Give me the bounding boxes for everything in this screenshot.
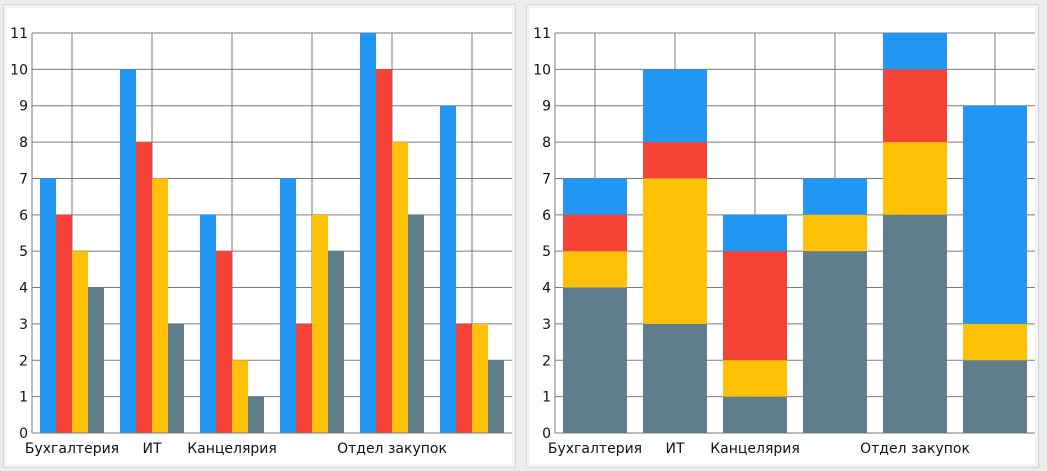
x-tick-label: Канцелярия <box>710 441 800 457</box>
x-tick-label: ИТ <box>142 441 161 457</box>
y-tick-label: 0 <box>19 426 28 442</box>
y-tick-label: 8 <box>19 135 28 151</box>
bar <box>883 214 947 433</box>
overlapped-bar-chart-panel: 0 1 2 3 4 5 6 7 8 9 10 11 Бухгалтерия ИТ Канцелярия Отд… <box>526 4 1039 468</box>
bar <box>200 214 216 433</box>
y-tick-label: 8 <box>542 135 551 151</box>
y-tick-label: 10 <box>10 62 28 78</box>
y-tick-label: 4 <box>542 281 551 297</box>
y-tick-label: 3 <box>19 317 28 333</box>
bar <box>408 214 424 433</box>
y-tick-label: 6 <box>19 208 28 224</box>
bar <box>56 214 72 433</box>
bar <box>168 323 184 433</box>
bar <box>440 105 456 434</box>
y-tick-label: 4 <box>19 281 28 297</box>
bar <box>643 323 707 433</box>
y-tick-label: 11 <box>533 26 551 42</box>
y-tick-label: 1 <box>19 390 28 406</box>
bar <box>392 142 408 433</box>
bar <box>360 33 376 433</box>
bar <box>456 323 472 433</box>
bar <box>232 360 248 433</box>
bar <box>120 69 136 433</box>
bar <box>472 323 488 433</box>
x-tick-label: Отдел закупок <box>337 441 447 457</box>
y-tick-label: 7 <box>542 171 551 187</box>
y-tick-label: 0 <box>542 426 551 442</box>
y-tick-label: 10 <box>533 62 551 78</box>
x-tick-label: Бухгалтерия <box>25 441 119 457</box>
y-tick-label: 3 <box>542 317 551 333</box>
y-tick-label: 6 <box>542 208 551 224</box>
y-tick-label: 11 <box>10 26 28 42</box>
y-tick-label: 5 <box>19 244 28 260</box>
x-tick-label: ИТ <box>665 441 684 457</box>
bar <box>488 360 504 433</box>
bar <box>296 323 312 433</box>
bar <box>563 287 627 433</box>
x-tick-label: Отдел закупок <box>860 441 970 457</box>
grouped-bar-chart: 0 1 2 3 4 5 6 7 8 9 10 11 Бухгалтерия ИТ Канцелярия Отд… <box>10 26 512 457</box>
bar <box>376 69 392 433</box>
bar <box>328 251 344 433</box>
y-tick-label: 5 <box>542 244 551 260</box>
y-tick-label: 2 <box>19 353 28 369</box>
x-tick-label: Канцелярия <box>187 441 277 457</box>
bar <box>723 396 787 433</box>
bar <box>216 251 232 433</box>
bar <box>152 178 168 433</box>
bar <box>88 287 104 433</box>
y-tick-label: 9 <box>542 99 551 115</box>
y-tick-label: 9 <box>19 99 28 115</box>
y-tick-label: 7 <box>19 171 28 187</box>
bar <box>312 214 328 433</box>
grouped-bar-chart-panel: 0 1 2 3 4 5 6 7 8 9 10 11 Бухгалтерия ИТ Канцелярия Отд… <box>3 4 516 468</box>
bar <box>40 178 56 433</box>
y-tick-label: 1 <box>542 390 551 406</box>
bar <box>963 360 1027 433</box>
bar <box>280 178 296 433</box>
overlapped-bar-chart: 0 1 2 3 4 5 6 7 8 9 10 11 Бухгалтерия ИТ Канцелярия Отд… <box>533 26 1035 457</box>
bar <box>248 396 264 433</box>
bar <box>136 142 152 433</box>
bar <box>72 251 88 433</box>
x-tick-label: Бухгалтерия <box>548 441 642 457</box>
y-tick-label: 2 <box>542 353 551 369</box>
bar <box>803 251 867 433</box>
